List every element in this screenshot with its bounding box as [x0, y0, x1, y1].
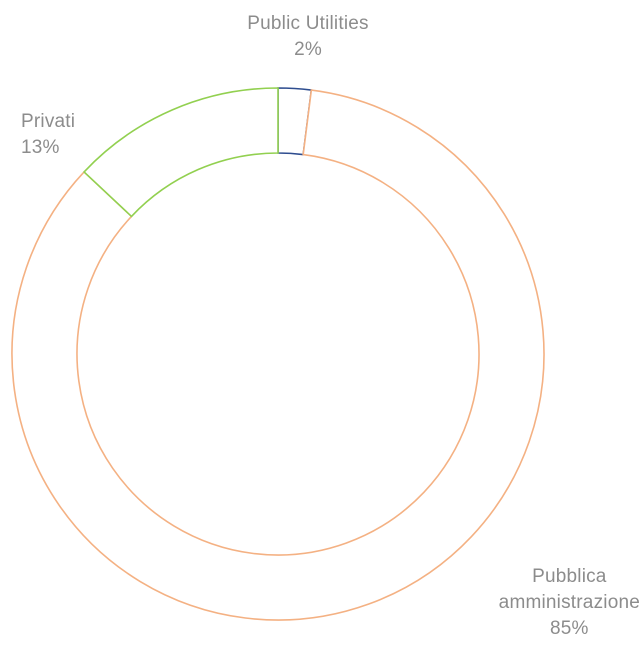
slice-label-public-utilities-value: 2%	[294, 39, 322, 60]
donut-slice-pubblica-amministrazione	[11, 89, 545, 621]
slice-label-pubblica-amministrazione: Pubblica amministrazione 85%	[499, 564, 640, 642]
slice-label-pubblica-amministrazione-name-line2: amministrazione	[498, 592, 640, 613]
slice-label-pubblica-amministrazione-name-line1: Pubblica	[532, 566, 607, 587]
slice-label-pubblica-amministrazione-value: 85%	[550, 618, 589, 639]
slice-label-privati-value: 13%	[21, 137, 60, 158]
donut-slice-privati	[82, 87, 279, 218]
slice-label-privati-name: Privati	[21, 111, 76, 132]
slice-label-public-utilities: Public Utilities 2%	[247, 11, 368, 63]
slice-label-privati: Privati 13%	[21, 109, 75, 161]
slice-label-public-utilities-name: Public Utilities	[247, 13, 369, 34]
